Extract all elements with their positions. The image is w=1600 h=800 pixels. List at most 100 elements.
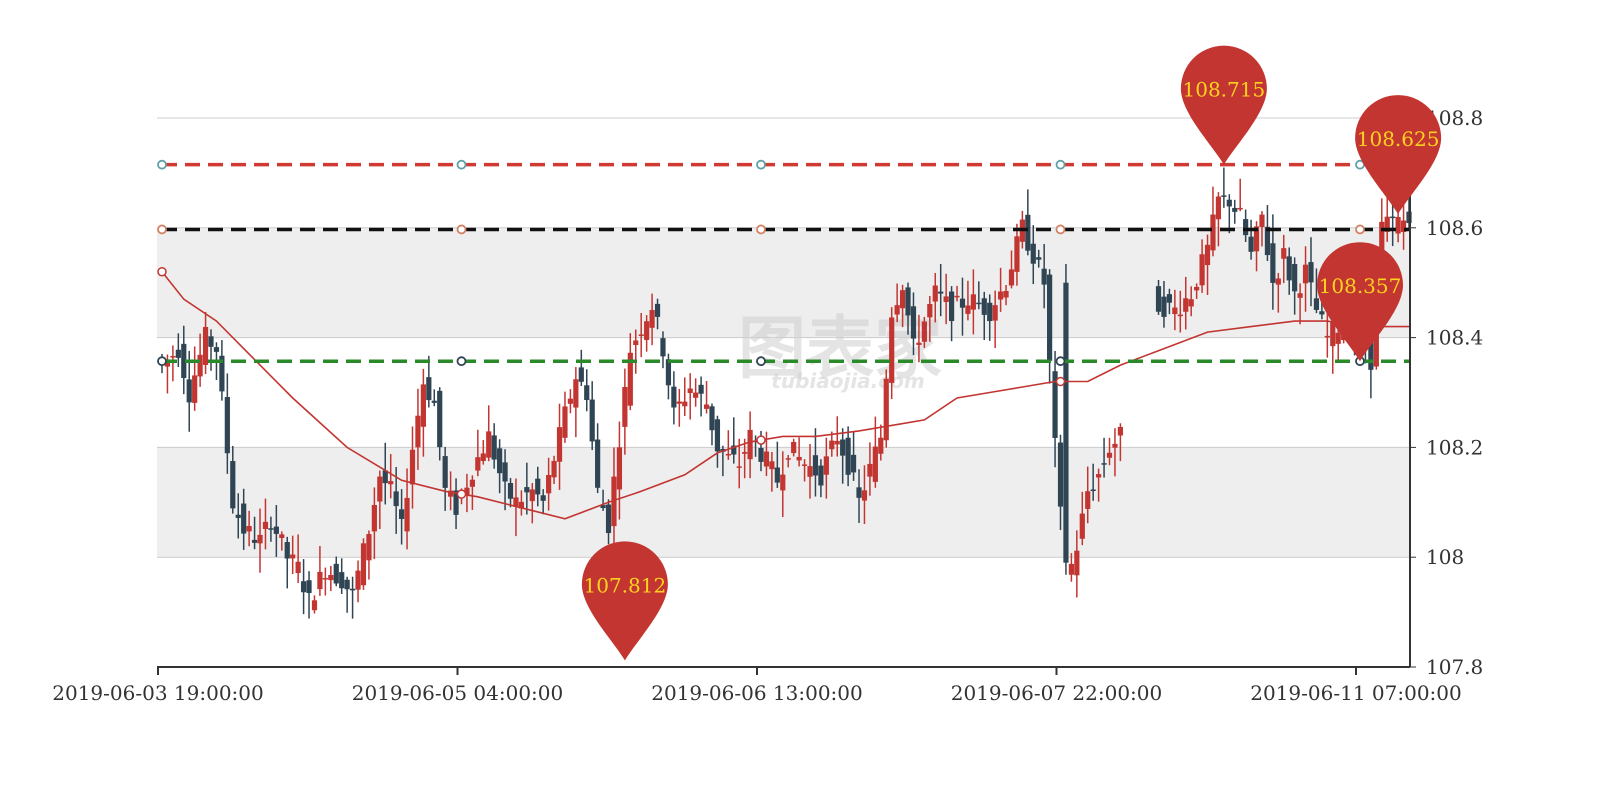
candle-body-4	[181, 343, 187, 379]
candle-body-144	[943, 296, 949, 303]
candle-body-43	[393, 491, 399, 507]
candle-body-142	[932, 285, 938, 302]
candle-body-189	[1188, 299, 1194, 307]
candle-body-99	[698, 384, 704, 394]
candle-body-81	[600, 505, 606, 509]
candle-body-3	[175, 349, 181, 358]
candle-body-95	[676, 401, 682, 404]
reference-marker-0-165	[1055, 159, 1066, 170]
reference-marker-0-110	[756, 159, 766, 170]
candle-body-110	[758, 447, 764, 462]
candle-body-117	[796, 456, 802, 461]
candle-body-69	[535, 478, 541, 495]
candle-body-104	[725, 453, 731, 456]
candle-body-145	[948, 291, 955, 322]
candle-body-6	[192, 375, 198, 403]
candle-body-2	[170, 356, 176, 358]
candle-body-228	[1400, 220, 1407, 233]
candle-body-33	[339, 572, 345, 589]
candle-body-29	[317, 571, 323, 590]
candle-body-83	[611, 476, 617, 527]
candle-body-35	[349, 588, 356, 591]
candle-body-105	[731, 445, 737, 455]
candle-body-113	[774, 467, 780, 483]
y-tick-label-1: 108	[1426, 545, 1464, 569]
candle-body-173	[1101, 463, 1107, 465]
candle-body-197	[1232, 207, 1238, 212]
candle-body-100	[703, 404, 710, 409]
candle-body-192	[1204, 244, 1211, 266]
candle-body-71	[546, 474, 552, 494]
x-tick-label-1: 2019-06-05 04:00:00	[352, 681, 564, 705]
candle-body-170	[1085, 491, 1091, 509]
candle-body-28	[311, 600, 318, 611]
candle-body-76	[573, 379, 579, 408]
candle-body-143	[938, 291, 944, 294]
candle-body-150	[976, 302, 982, 305]
candle-body-129	[861, 490, 868, 501]
watermark-sub: tubiaojia.com	[771, 369, 924, 393]
candle-body-86	[627, 352, 633, 406]
candle-body-89	[644, 321, 650, 340]
candle-body-200	[1248, 236, 1254, 252]
candle-body-198	[1237, 207, 1243, 210]
candles	[159, 167, 1412, 619]
candle-body-73	[556, 427, 563, 462]
candle-body-96	[682, 401, 688, 407]
candle-body-82	[605, 504, 612, 534]
candle-body-155	[1003, 290, 1009, 298]
candle-body-130	[867, 463, 873, 477]
candle-body-98	[693, 392, 699, 398]
candle-body-107	[742, 452, 748, 454]
candle-body-160	[1030, 243, 1036, 264]
candle-body-122	[823, 456, 829, 475]
candle-body-14	[235, 514, 241, 518]
candle-body-47	[415, 415, 421, 448]
candle-body-22	[279, 534, 285, 538]
pins: 107.812 108.715 108.625 108.357	[581, 45, 1442, 661]
ma-marker-0	[157, 266, 167, 277]
candle-body-92	[660, 338, 666, 357]
candle-body-136	[899, 290, 906, 309]
candle-body-134	[889, 317, 895, 383]
reference-marker-1-55	[456, 224, 467, 235]
y-tick-label-0: 107.8	[1426, 655, 1483, 679]
candle-body-201	[1253, 226, 1260, 252]
candle-body-85	[622, 386, 628, 427]
candle-body-199	[1243, 219, 1249, 236]
candle-body-163	[1047, 274, 1053, 361]
candle-body-159	[1025, 214, 1031, 251]
pin-3	[1317, 242, 1403, 362]
candle-body-123	[829, 440, 835, 450]
candle-body-202	[1259, 214, 1265, 227]
candle-body-56	[464, 487, 470, 496]
candle-body-139	[916, 342, 922, 345]
candle-body-151	[981, 298, 987, 315]
candle-body-80	[595, 439, 601, 488]
candle-body-13	[230, 461, 236, 509]
candle-body-226	[1390, 216, 1396, 219]
reference-lines	[157, 159, 1410, 367]
candle-body-54	[453, 490, 459, 515]
candle-body-42	[388, 481, 394, 485]
pin-label-1: 108.715	[1183, 78, 1266, 102]
candle-body-211	[1308, 262, 1314, 283]
candle-body-205	[1275, 278, 1281, 285]
candle-body-116	[791, 441, 797, 454]
candle-body-41	[382, 470, 388, 484]
candle-body-102	[714, 419, 721, 452]
candle-body-45	[404, 497, 410, 532]
candle-body-25	[295, 561, 301, 573]
candle-body-227	[1395, 216, 1401, 234]
candle-body-164	[1052, 371, 1058, 438]
pin-1	[1180, 45, 1267, 165]
candle-body-135	[894, 305, 900, 315]
candle-body-66	[518, 501, 524, 509]
candle-body-213	[1319, 311, 1325, 315]
pin-2	[1355, 95, 1442, 215]
candle-body-127	[850, 454, 857, 473]
candle-body-222	[1368, 333, 1374, 370]
candle-body-188	[1183, 298, 1189, 312]
candle-body-128	[856, 487, 862, 498]
